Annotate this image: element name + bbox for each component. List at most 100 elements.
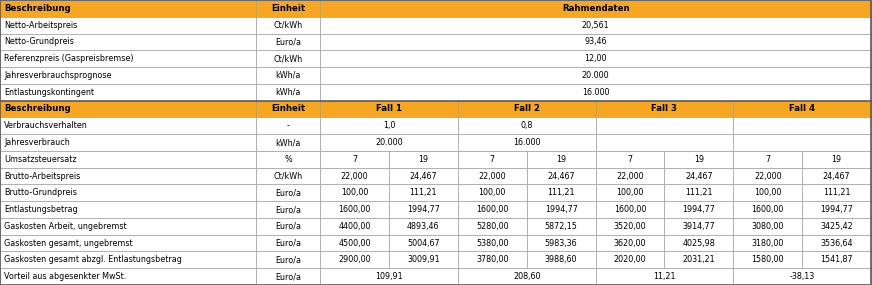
Text: 208,60: 208,60 <box>513 272 541 281</box>
Bar <box>733 218 802 235</box>
Bar <box>320 201 389 218</box>
Text: 4500,00: 4500,00 <box>338 239 371 248</box>
Bar <box>0 101 256 117</box>
Text: 19: 19 <box>832 155 841 164</box>
Text: 19: 19 <box>556 155 566 164</box>
Bar <box>733 151 802 168</box>
Bar <box>320 117 458 134</box>
Bar <box>256 201 320 218</box>
Bar <box>802 251 871 268</box>
Bar <box>733 184 802 201</box>
Bar <box>0 117 256 134</box>
Bar <box>256 101 320 117</box>
Bar <box>0 84 256 101</box>
Bar <box>664 168 733 184</box>
Text: 11,21: 11,21 <box>653 272 676 281</box>
Bar <box>596 117 733 134</box>
Text: 20.000: 20.000 <box>375 138 403 147</box>
Bar <box>733 168 802 184</box>
Text: 22,000: 22,000 <box>617 172 644 180</box>
Bar <box>0 268 256 285</box>
Text: Euro/a: Euro/a <box>275 222 301 231</box>
Text: 3425,42: 3425,42 <box>821 222 853 231</box>
Text: -: - <box>287 121 290 130</box>
Text: 100,00: 100,00 <box>341 188 368 197</box>
Text: 7: 7 <box>628 155 632 164</box>
Text: kWh/a: kWh/a <box>276 138 301 147</box>
Text: 4400,00: 4400,00 <box>338 222 371 231</box>
Text: 7: 7 <box>352 155 357 164</box>
Text: 3080,00: 3080,00 <box>752 222 784 231</box>
Text: Brutto-Arbeitspreis: Brutto-Arbeitspreis <box>4 172 80 180</box>
Bar <box>0 50 256 67</box>
Bar <box>733 235 802 251</box>
Text: 5983,36: 5983,36 <box>545 239 577 248</box>
Bar <box>527 184 596 201</box>
Bar <box>802 218 871 235</box>
Bar <box>664 218 733 235</box>
Text: 1600,00: 1600,00 <box>476 205 508 214</box>
Text: Euro/a: Euro/a <box>275 272 301 281</box>
Text: Verbrauchsverhalten: Verbrauchsverhalten <box>4 121 88 130</box>
Text: 111,21: 111,21 <box>548 188 575 197</box>
Text: 111,21: 111,21 <box>410 188 437 197</box>
Bar <box>596 101 733 117</box>
Bar <box>256 84 320 101</box>
Text: Vorteil aus abgesenkter MwSt.: Vorteil aus abgesenkter MwSt. <box>4 272 126 281</box>
Bar <box>320 151 389 168</box>
Text: 3914,77: 3914,77 <box>683 222 715 231</box>
Text: 100,00: 100,00 <box>479 188 506 197</box>
Text: 3988,60: 3988,60 <box>545 255 577 264</box>
Text: 1600,00: 1600,00 <box>338 205 371 214</box>
Bar <box>733 117 871 134</box>
Text: 1994,77: 1994,77 <box>821 205 853 214</box>
Bar <box>0 235 256 251</box>
Text: 100,00: 100,00 <box>754 188 781 197</box>
Text: Euro/a: Euro/a <box>275 255 301 264</box>
Text: Euro/a: Euro/a <box>275 188 301 197</box>
Bar <box>389 218 458 235</box>
Bar <box>596 151 664 168</box>
Bar <box>389 251 458 268</box>
Bar <box>0 218 256 235</box>
Text: Ct/kWh: Ct/kWh <box>274 172 303 180</box>
Text: 19: 19 <box>694 155 704 164</box>
Bar <box>0 168 256 184</box>
Text: Entlastungskontingent: Entlastungskontingent <box>4 88 94 97</box>
Bar <box>256 117 320 134</box>
Bar <box>664 251 733 268</box>
Text: -38,13: -38,13 <box>790 272 814 281</box>
Bar <box>256 67 320 84</box>
Bar <box>256 50 320 67</box>
Bar <box>527 201 596 218</box>
Bar <box>320 184 389 201</box>
Text: 3180,00: 3180,00 <box>752 239 784 248</box>
Text: 109,91: 109,91 <box>375 272 403 281</box>
Bar <box>802 168 871 184</box>
Bar <box>733 251 802 268</box>
Bar <box>527 251 596 268</box>
Text: 3536,64: 3536,64 <box>821 239 853 248</box>
Text: 20,561: 20,561 <box>582 21 610 30</box>
Text: Fall 4: Fall 4 <box>789 105 815 113</box>
Text: 100,00: 100,00 <box>617 188 644 197</box>
Text: Fall 3: Fall 3 <box>651 105 678 113</box>
Bar <box>458 268 596 285</box>
Bar <box>596 218 664 235</box>
Bar <box>0 184 256 201</box>
Bar <box>527 168 596 184</box>
Text: 5380,00: 5380,00 <box>476 239 508 248</box>
Text: 2020,00: 2020,00 <box>614 255 646 264</box>
Text: Fall 2: Fall 2 <box>514 105 540 113</box>
Bar <box>733 201 802 218</box>
Bar <box>256 134 320 151</box>
Bar <box>256 184 320 201</box>
Bar <box>0 67 256 84</box>
Text: 4025,98: 4025,98 <box>683 239 715 248</box>
Text: 4893,46: 4893,46 <box>407 222 439 231</box>
Bar <box>733 268 871 285</box>
Text: Einheit: Einheit <box>271 105 305 113</box>
Bar <box>458 184 527 201</box>
Bar <box>527 151 596 168</box>
Text: Gaskosten gesamt, ungebremst: Gaskosten gesamt, ungebremst <box>4 239 133 248</box>
